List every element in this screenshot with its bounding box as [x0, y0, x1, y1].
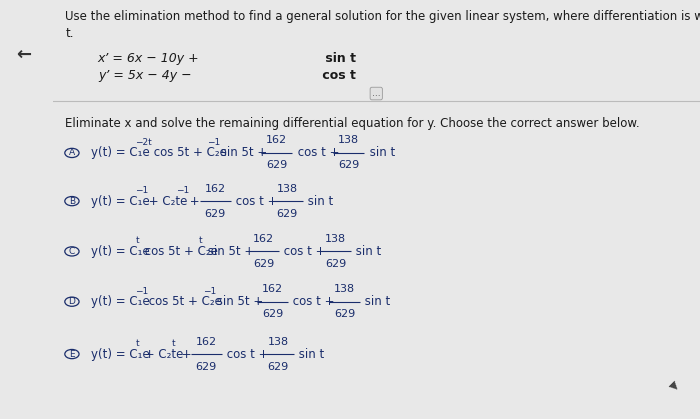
Text: 629: 629 — [266, 160, 288, 171]
Text: sin 5t +: sin 5t + — [217, 146, 271, 160]
Text: Eliminate x and solve the remaining differential equation for y. Choose the corr: Eliminate x and solve the remaining diff… — [66, 117, 640, 130]
Text: +: + — [178, 347, 195, 361]
Text: t: t — [172, 339, 176, 348]
Text: 629: 629 — [253, 259, 274, 269]
Text: 629: 629 — [334, 309, 355, 319]
Text: −1: −1 — [207, 138, 220, 147]
Text: cos 5t + C₂e: cos 5t + C₂e — [150, 146, 227, 160]
Text: 629: 629 — [338, 160, 359, 171]
Text: sin t: sin t — [361, 295, 391, 308]
Text: cos t +: cos t + — [281, 245, 330, 258]
Text: −1: −1 — [203, 287, 216, 296]
Text: sin t: sin t — [321, 52, 356, 65]
Text: 138: 138 — [268, 336, 289, 347]
Text: sin 5t +: sin 5t + — [204, 245, 258, 258]
Text: t: t — [135, 236, 139, 246]
Text: 162: 162 — [262, 284, 283, 294]
Text: ←: ← — [16, 46, 32, 63]
Text: 138: 138 — [334, 284, 355, 294]
Text: −2t: −2t — [135, 138, 152, 147]
Text: cos t +: cos t + — [293, 146, 343, 160]
Text: 629: 629 — [262, 309, 283, 319]
Text: cos t: cos t — [318, 69, 356, 82]
Text: t: t — [198, 236, 202, 246]
Text: 629: 629 — [276, 209, 298, 219]
Text: −1: −1 — [135, 287, 148, 296]
Text: 162: 162 — [204, 184, 225, 194]
Text: t.: t. — [66, 27, 74, 40]
Text: E: E — [69, 349, 75, 359]
Text: y(t) = C₁e: y(t) = C₁e — [91, 245, 150, 258]
Text: sin t: sin t — [365, 146, 395, 160]
Text: B: B — [69, 197, 75, 206]
Text: y’ = 5x − 4y −: y’ = 5x − 4y − — [98, 69, 191, 82]
Text: 138: 138 — [276, 184, 298, 194]
Text: 629: 629 — [196, 362, 217, 372]
Text: cos 5t + C₂e: cos 5t + C₂e — [141, 245, 218, 258]
Text: 138: 138 — [338, 135, 359, 145]
Text: x’ = 6x − 10y +: x’ = 6x − 10y + — [98, 52, 200, 65]
Text: t: t — [135, 339, 139, 348]
Text: sin 5t +: sin 5t + — [213, 295, 267, 308]
Text: −1: −1 — [135, 186, 148, 195]
Text: cos t +: cos t + — [289, 295, 339, 308]
Text: sin t: sin t — [352, 245, 382, 258]
Text: ▶: ▶ — [668, 379, 680, 392]
Text: 162: 162 — [196, 336, 217, 347]
Text: C: C — [69, 247, 75, 256]
Text: + C₂te: + C₂te — [146, 194, 188, 208]
Text: sin t: sin t — [295, 347, 324, 361]
Text: y(t) = C₁e: y(t) = C₁e — [91, 146, 150, 160]
Text: sin t: sin t — [304, 194, 333, 208]
Text: ...: ... — [372, 89, 381, 98]
Text: D: D — [69, 297, 76, 306]
Text: y(t) = C₁e: y(t) = C₁e — [91, 347, 150, 361]
Text: 162: 162 — [253, 234, 274, 244]
Text: 629: 629 — [204, 209, 226, 219]
Text: cos 5t + C₂e: cos 5t + C₂e — [146, 295, 223, 308]
Text: 162: 162 — [266, 135, 288, 145]
Text: 138: 138 — [325, 234, 346, 244]
Text: 629: 629 — [267, 362, 289, 372]
Text: −1: −1 — [176, 186, 190, 195]
Text: cos t +: cos t + — [223, 347, 272, 361]
Text: +: + — [186, 194, 204, 208]
Text: A: A — [69, 148, 75, 158]
Text: y(t) = C₁e: y(t) = C₁e — [91, 295, 150, 308]
Text: cos t +: cos t + — [232, 194, 281, 208]
Text: Use the elimination method to find a general solution for the given linear syste: Use the elimination method to find a gen… — [66, 10, 700, 23]
Text: + C₂te: + C₂te — [141, 347, 183, 361]
Text: 629: 629 — [325, 259, 346, 269]
Text: y(t) = C₁e: y(t) = C₁e — [91, 194, 150, 208]
